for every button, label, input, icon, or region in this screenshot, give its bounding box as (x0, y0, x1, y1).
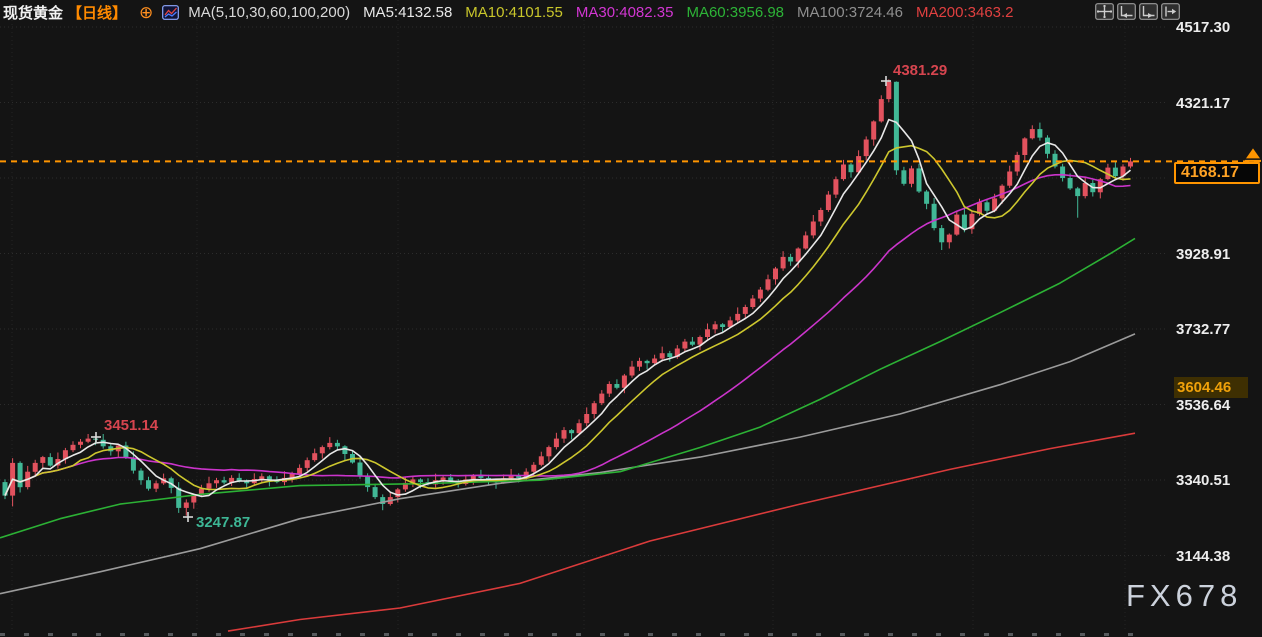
svg-text:3451.14: 3451.14 (104, 417, 159, 434)
current-price-tag: 4168.17 (1174, 162, 1260, 184)
chart-type-icon[interactable] (162, 4, 180, 20)
ma-legend-values: MA5:4132.58 MA10:4101.55 MA30:4082.35 MA60:… (363, 4, 1026, 21)
level-price-value: 3604.46 (1177, 379, 1232, 396)
watermark: FX678 (1126, 578, 1243, 613)
axis-scale-play-icon[interactable] (1139, 3, 1158, 20)
legend-ma30: MA30:4082.35 (575, 3, 674, 21)
legend-ma10: MA10:4101.55 (465, 3, 563, 21)
legend-ma5: MA5:4132.58 (363, 3, 453, 21)
clipped-date-axis (0, 633, 1150, 636)
period-label: 【日线】 (67, 4, 128, 22)
axis-label: 3340.51 (1176, 472, 1231, 489)
level-price-tag: 3604.46 (1174, 377, 1248, 398)
legend-ma200: MA200:3463.2 (915, 3, 1014, 21)
chart-legend: 现货黄金 【日线】 ⊕ MA(5,10,30,60,100,200) MA5:4… (3, 2, 1027, 22)
pan-move-icon[interactable] (1095, 3, 1114, 20)
crosshair-add-icon[interactable]: ⊕ (139, 2, 154, 22)
axis-scale-left-icon[interactable] (1117, 3, 1136, 20)
axis-label: 3144.38 (1176, 547, 1231, 565)
axis-label: 3732.77 (1176, 321, 1231, 338)
symbol-label: 现货黄金 (3, 4, 64, 22)
axis-label: 3536.64 (1176, 396, 1231, 414)
svg-text:3247.87: 3247.87 (196, 514, 250, 531)
go-to-latest-icon[interactable] (1161, 3, 1180, 20)
svg-text:4381.29: 4381.29 (893, 62, 947, 79)
current-price-value: 4168.17 (1181, 164, 1239, 181)
legend-ma100: MA100:3724.46 (797, 3, 903, 21)
axis-label: 4517.30 (1176, 19, 1231, 36)
axis-label: 3928.91 (1176, 245, 1231, 263)
chart-toolbar (1095, 3, 1180, 20)
axis-label: 4321.17 (1176, 94, 1231, 112)
ma-settings-label: MA(5,10,30,60,100,200) (188, 3, 351, 21)
legend-ma60: MA60:3956.98 (686, 3, 785, 21)
